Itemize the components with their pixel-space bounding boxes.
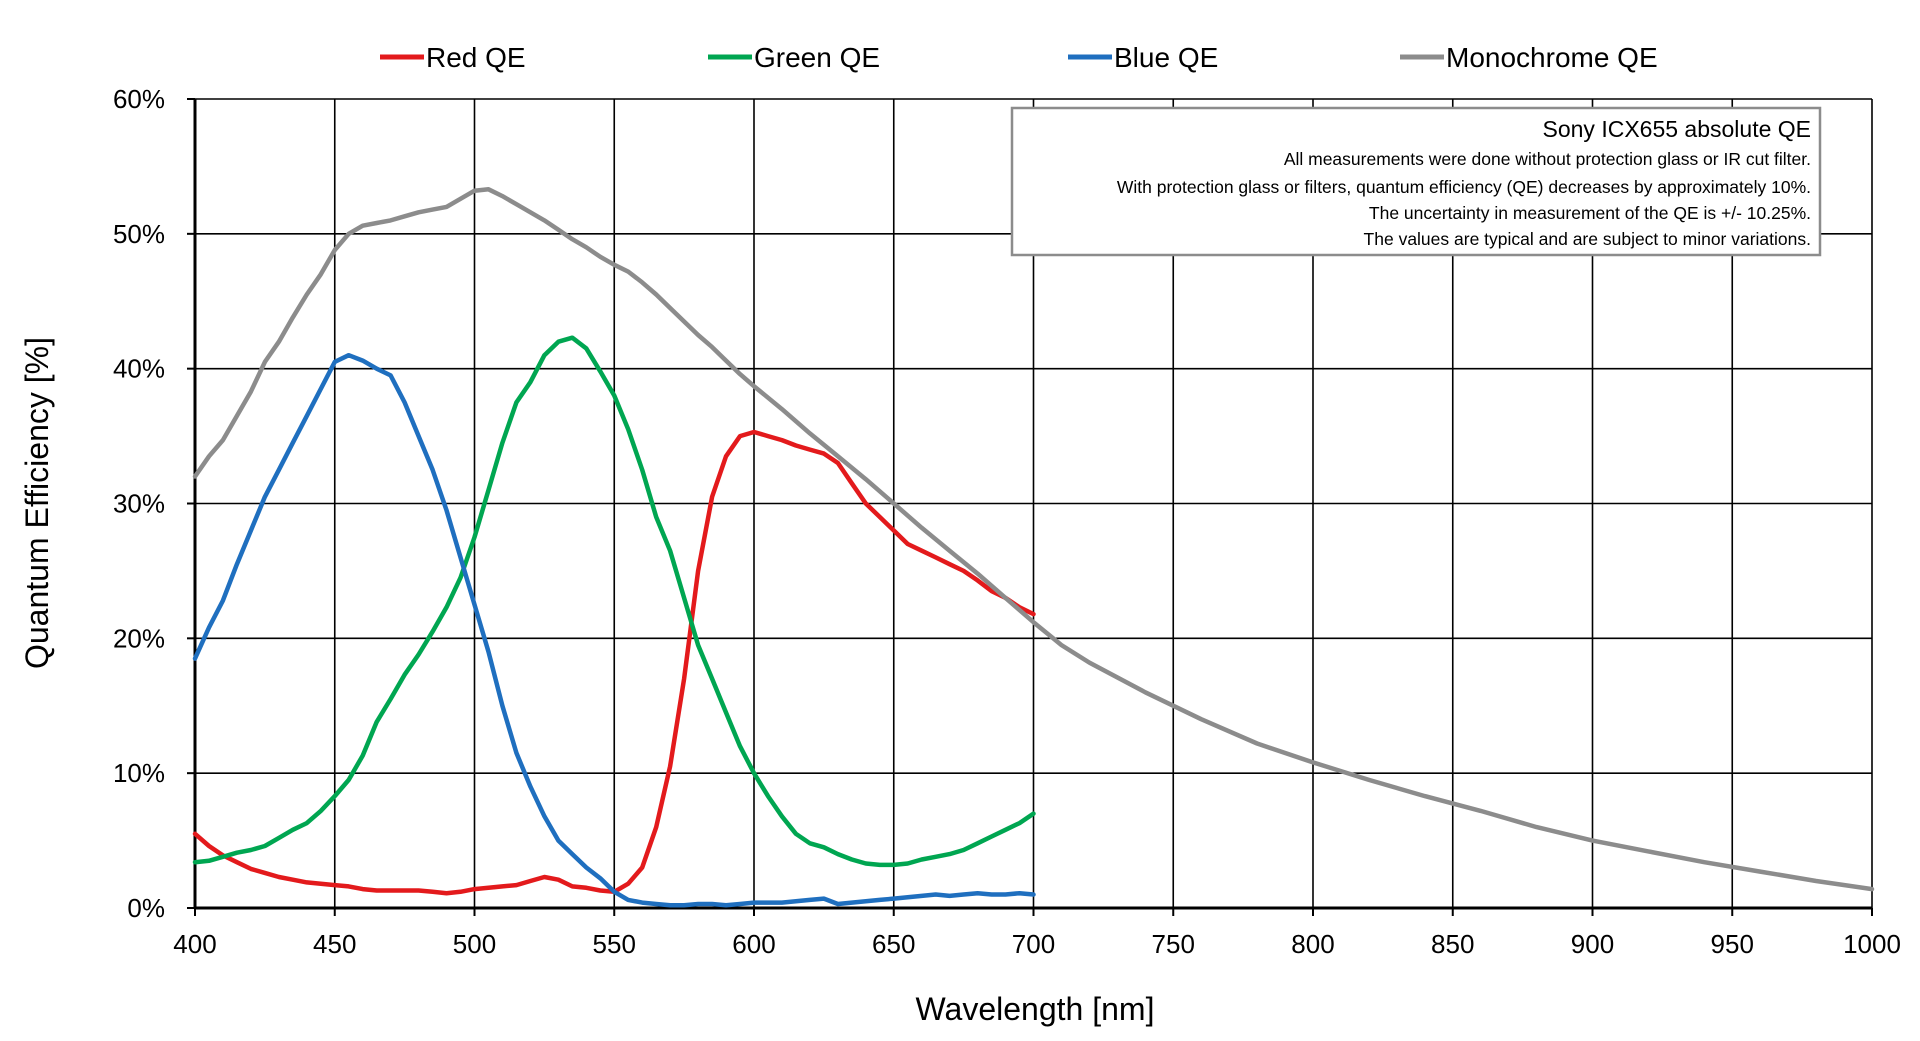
y-tick-label: 50% [113,219,165,249]
x-tick-label: 550 [593,929,636,959]
y-tick-label: 60% [113,84,165,114]
legend: Red QE Green QE Blue QE Monochrome QE [380,42,1658,73]
annotation-line: The uncertainty in measurement of the QE… [1369,203,1811,223]
x-tick-label: 450 [313,929,356,959]
legend-label: Blue QE [1114,42,1218,73]
y-tick-label: 20% [113,623,165,653]
annotation-line: All measurements were done without prote… [1284,149,1811,169]
x-tick-label: 400 [173,929,216,959]
y-axis-title: Quantum Efficiency [%] [19,337,55,669]
legend-label: Red QE [426,42,526,73]
legend-label: Green QE [754,42,880,73]
annotation-line: With protection glass or filters, quantu… [1117,177,1811,197]
annotation-line: The values are typical and are subject t… [1364,229,1811,249]
x-tick-label: 750 [1152,929,1195,959]
y-tick-label: 10% [113,758,165,788]
y-tick-label: 0% [127,893,165,923]
series-line-blue-qe [192,352,1036,908]
x-tick-label: 500 [453,929,496,959]
x-axis-title: Wavelength [nm] [916,991,1155,1027]
x-tick-label: 850 [1431,929,1474,959]
x-tick-label: 650 [872,929,915,959]
x-tick-label: 700 [1012,929,1055,959]
legend-label: Monochrome QE [1446,42,1658,73]
y-tick-label: 40% [113,354,165,384]
x-tick-label: 600 [732,929,775,959]
annotation-title: Sony ICX655 absolute QE [1543,116,1812,142]
tick-labels: 400 450 500 550 600 650 700 750 800 850 900 950 1000… [113,84,1901,959]
axes [187,98,1873,916]
series-line-monochrome-qe [192,187,1875,892]
series-line-green-qe [192,335,1036,868]
series-lines [192,187,1875,908]
x-tick-label: 1000 [1843,929,1901,959]
x-tick-label: 950 [1711,929,1754,959]
annotation-frame [1010,106,1822,257]
x-tick-label: 800 [1291,929,1334,959]
x-tick-label: 900 [1571,929,1614,959]
y-tick-label: 30% [113,489,165,519]
annotation-box: Sony ICX655 absolute QE All measurements… [1010,106,1822,257]
